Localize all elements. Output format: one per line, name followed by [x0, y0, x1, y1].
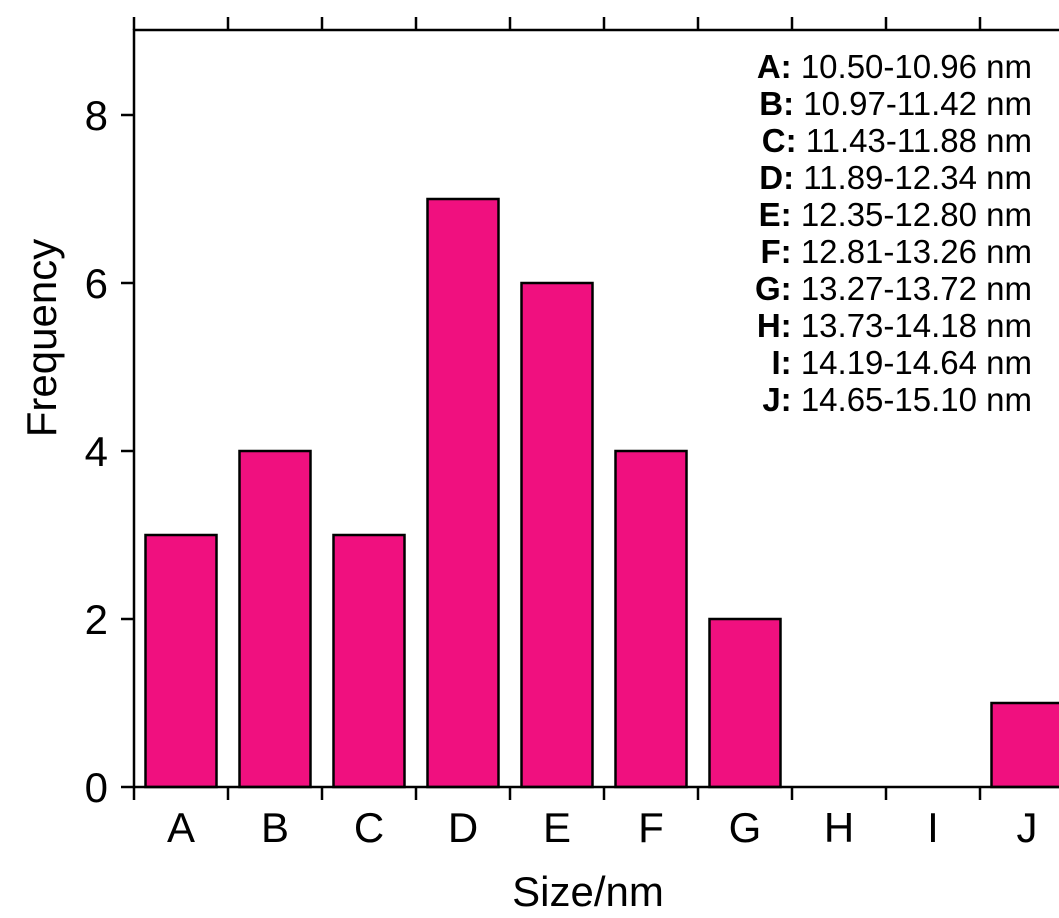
y-tick-label-6: 6 — [85, 260, 108, 307]
legend-entry: D: 11.89-12.34 nm — [759, 159, 1032, 196]
legend-range: 10.97-11.42 nm — [794, 85, 1032, 122]
x-tick-label-G: G — [729, 804, 762, 851]
legend-entry: A: 10.50-10.96 nm — [757, 48, 1032, 85]
legend-key: B: — [759, 85, 794, 122]
legend-entry: J: 14.65-15.10 nm — [762, 381, 1032, 418]
bar-A — [144, 533, 218, 789]
bar-G — [708, 617, 782, 789]
legend-key: J: — [762, 381, 791, 418]
bar-F — [614, 449, 688, 789]
legend-key: C: — [762, 122, 797, 159]
legend-range: 10.50-10.96 nm — [792, 48, 1032, 85]
x-tick-label-A: A — [167, 804, 195, 851]
legend-range: 14.19-14.64 nm — [792, 344, 1032, 381]
x-tick-labels: A B C D E F G H I J — [167, 804, 1038, 851]
legend-key: F: — [761, 233, 792, 270]
legend: A: 10.50-10.96 nmB: 10.97-11.42 nmC: 11.… — [755, 48, 1032, 418]
ticks-group — [121, 17, 982, 800]
legend-key: H: — [757, 307, 792, 344]
x-tick-label-I: I — [927, 804, 939, 851]
legend-key: I: — [771, 344, 791, 381]
x-tick-label-B: B — [261, 804, 289, 851]
bars-group — [144, 197, 1059, 789]
x-tick-label-H: H — [824, 804, 854, 851]
legend-key: A: — [757, 48, 792, 85]
bar-D — [426, 197, 500, 789]
x-tick-label-C: C — [354, 804, 384, 851]
bar-J — [990, 701, 1059, 789]
y-tick-label-0: 0 — [85, 764, 108, 811]
legend-entry: H: 13.73-14.18 nm — [757, 307, 1032, 344]
x-axis-label: Size/nm — [512, 868, 664, 915]
x-tick-label-J: J — [1017, 804, 1038, 851]
legend-key: D: — [759, 159, 794, 196]
legend-range: 11.89-12.34 nm — [794, 159, 1032, 196]
legend-entry: C: 11.43-11.88 nm — [762, 122, 1032, 159]
legend-entry: E: 12.35-12.80 nm — [759, 196, 1032, 233]
legend-entry: F: 12.81-13.26 nm — [761, 233, 1033, 270]
bar-E — [520, 281, 594, 789]
legend-entry: B: 10.97-11.42 nm — [759, 85, 1032, 122]
y-tick-label-2: 2 — [85, 596, 108, 643]
legend-key: E: — [759, 196, 792, 233]
legend-key: G: — [755, 270, 792, 307]
legend-range: 12.35-12.80 nm — [792, 196, 1032, 233]
x-tick-label-E: E — [543, 804, 571, 851]
legend-entry: I: 14.19-14.64 nm — [771, 344, 1032, 381]
x-tick-label-F: F — [638, 804, 664, 851]
legend-range: 11.43-11.88 nm — [797, 122, 1032, 159]
plot-frame — [132, 28, 1059, 789]
x-tick-label-D: D — [448, 804, 478, 851]
bar-C — [332, 533, 406, 789]
y-tick-label-4: 4 — [85, 428, 108, 475]
legend-entry: G: 13.27-13.72 nm — [755, 270, 1032, 307]
legend-range: 13.73-14.18 nm — [792, 307, 1032, 344]
bar-B — [238, 449, 312, 789]
legend-range: 12.81-13.26 nm — [792, 233, 1032, 270]
y-tick-label-8: 8 — [85, 92, 108, 139]
y-tick-labels: 0 2 4 6 8 — [85, 92, 108, 811]
legend-range: 14.65-15.10 nm — [792, 381, 1032, 418]
y-axis-label: Frequency — [18, 239, 65, 437]
legend-range: 13.27-13.72 nm — [792, 270, 1032, 307]
